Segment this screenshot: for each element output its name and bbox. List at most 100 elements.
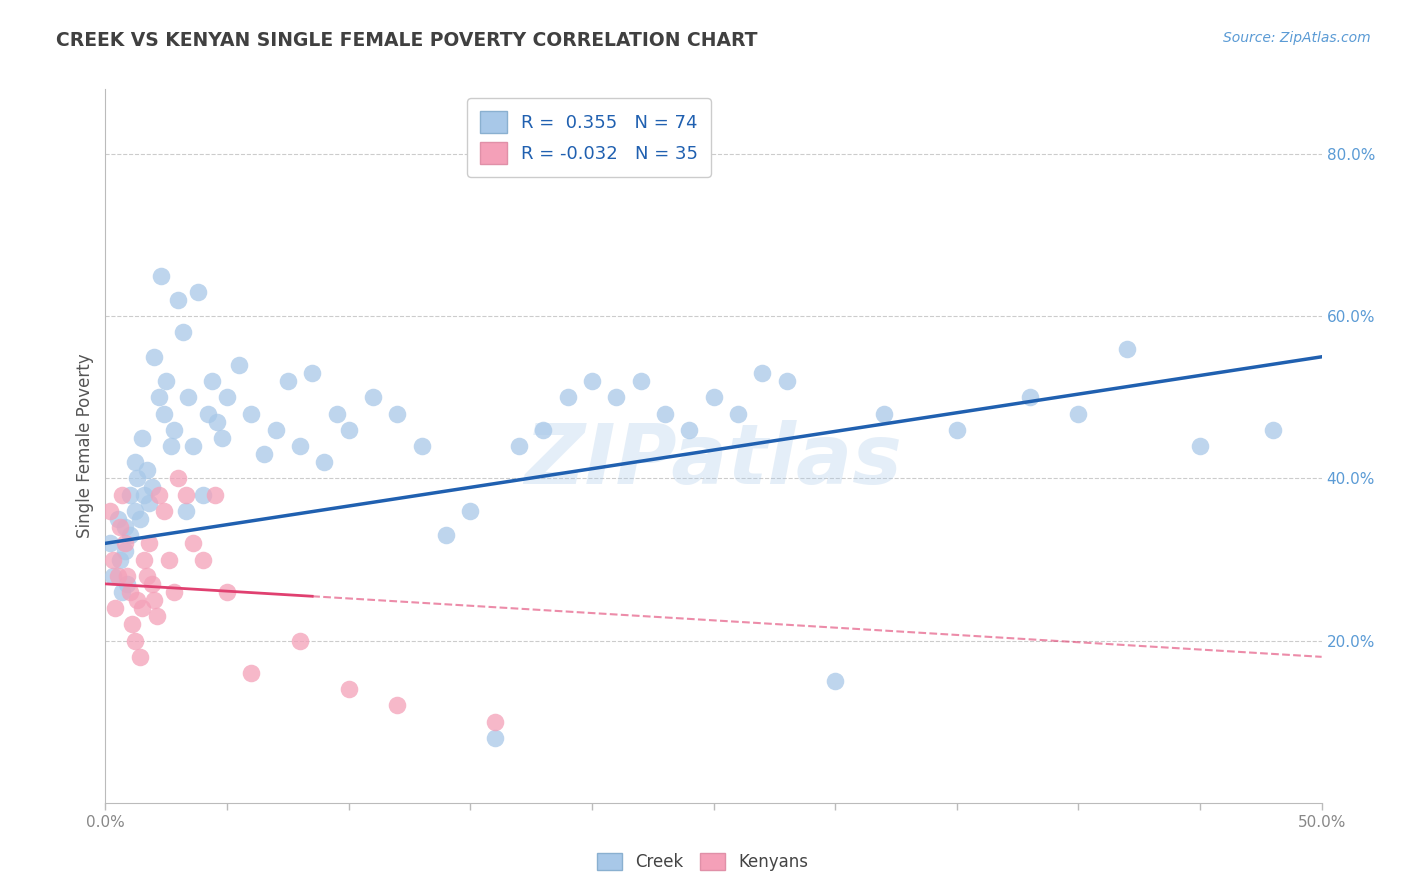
Point <box>177 390 200 404</box>
Text: ZIPatlas: ZIPatlas <box>524 420 903 500</box>
Point <box>678 423 700 437</box>
Point <box>301 366 323 380</box>
Point <box>702 390 725 404</box>
Point <box>111 488 134 502</box>
Point <box>581 374 603 388</box>
Point <box>125 593 148 607</box>
Point <box>337 682 360 697</box>
Point <box>531 423 554 437</box>
Legend: R =  0.355   N = 74, R = -0.032   N = 35: R = 0.355 N = 74, R = -0.032 N = 35 <box>467 98 711 177</box>
Text: CREEK VS KENYAN SINGLE FEMALE POVERTY CORRELATION CHART: CREEK VS KENYAN SINGLE FEMALE POVERTY CO… <box>56 31 758 50</box>
Point <box>135 463 157 477</box>
Point <box>131 431 153 445</box>
Point <box>174 504 197 518</box>
Point <box>191 488 214 502</box>
Point <box>124 633 146 648</box>
Point <box>150 268 173 283</box>
Text: Source: ZipAtlas.com: Source: ZipAtlas.com <box>1223 31 1371 45</box>
Point <box>124 504 146 518</box>
Point <box>101 552 124 566</box>
Point <box>128 512 150 526</box>
Point <box>104 601 127 615</box>
Point <box>143 593 166 607</box>
Point <box>172 326 194 340</box>
Point <box>125 471 148 485</box>
Point <box>508 439 530 453</box>
Point <box>101 568 124 582</box>
Point <box>153 504 176 518</box>
Point <box>191 552 214 566</box>
Point <box>557 390 579 404</box>
Point <box>118 488 141 502</box>
Point <box>484 731 506 745</box>
Point <box>228 358 250 372</box>
Point <box>240 666 263 681</box>
Point <box>217 390 239 404</box>
Point <box>124 455 146 469</box>
Point <box>138 536 160 550</box>
Point <box>181 536 204 550</box>
Point <box>160 439 183 453</box>
Point <box>361 390 384 404</box>
Point <box>148 488 170 502</box>
Point <box>775 374 797 388</box>
Point <box>325 407 347 421</box>
Y-axis label: Single Female Poverty: Single Female Poverty <box>76 354 94 538</box>
Point <box>458 504 481 518</box>
Point <box>187 285 209 299</box>
Point <box>174 488 197 502</box>
Point <box>484 714 506 729</box>
Point <box>141 577 163 591</box>
Point <box>434 528 457 542</box>
Point <box>167 471 190 485</box>
Point <box>1189 439 1212 453</box>
Point <box>824 674 846 689</box>
Point <box>654 407 676 421</box>
Point <box>1018 390 1040 404</box>
Point <box>128 649 150 664</box>
Point <box>277 374 299 388</box>
Point <box>207 415 229 429</box>
Point <box>751 366 773 380</box>
Point <box>252 447 274 461</box>
Point <box>134 488 156 502</box>
Point <box>337 423 360 437</box>
Point <box>134 552 156 566</box>
Point <box>111 585 134 599</box>
Point <box>107 568 129 582</box>
Point <box>211 431 233 445</box>
Point <box>131 601 153 615</box>
Point <box>145 609 167 624</box>
Point <box>108 552 131 566</box>
Point <box>411 439 433 453</box>
Point <box>1261 423 1284 437</box>
Point <box>727 407 749 421</box>
Point <box>162 423 184 437</box>
Point <box>197 407 219 421</box>
Point <box>114 520 136 534</box>
Point <box>288 439 311 453</box>
Point <box>135 568 157 582</box>
Point <box>387 407 409 421</box>
Point <box>108 520 131 534</box>
Point <box>138 496 160 510</box>
Point <box>387 698 409 713</box>
Point <box>117 577 139 591</box>
Point <box>98 536 121 550</box>
Point <box>288 633 311 648</box>
Point <box>153 407 176 421</box>
Point <box>201 374 224 388</box>
Point <box>148 390 170 404</box>
Legend: Creek, Kenyans: Creek, Kenyans <box>589 845 817 880</box>
Point <box>264 423 287 437</box>
Point <box>1116 342 1139 356</box>
Point <box>240 407 263 421</box>
Point <box>162 585 184 599</box>
Point <box>141 479 163 493</box>
Point <box>167 293 190 307</box>
Point <box>143 350 166 364</box>
Point <box>114 536 136 550</box>
Point <box>945 423 967 437</box>
Point <box>217 585 239 599</box>
Point <box>204 488 226 502</box>
